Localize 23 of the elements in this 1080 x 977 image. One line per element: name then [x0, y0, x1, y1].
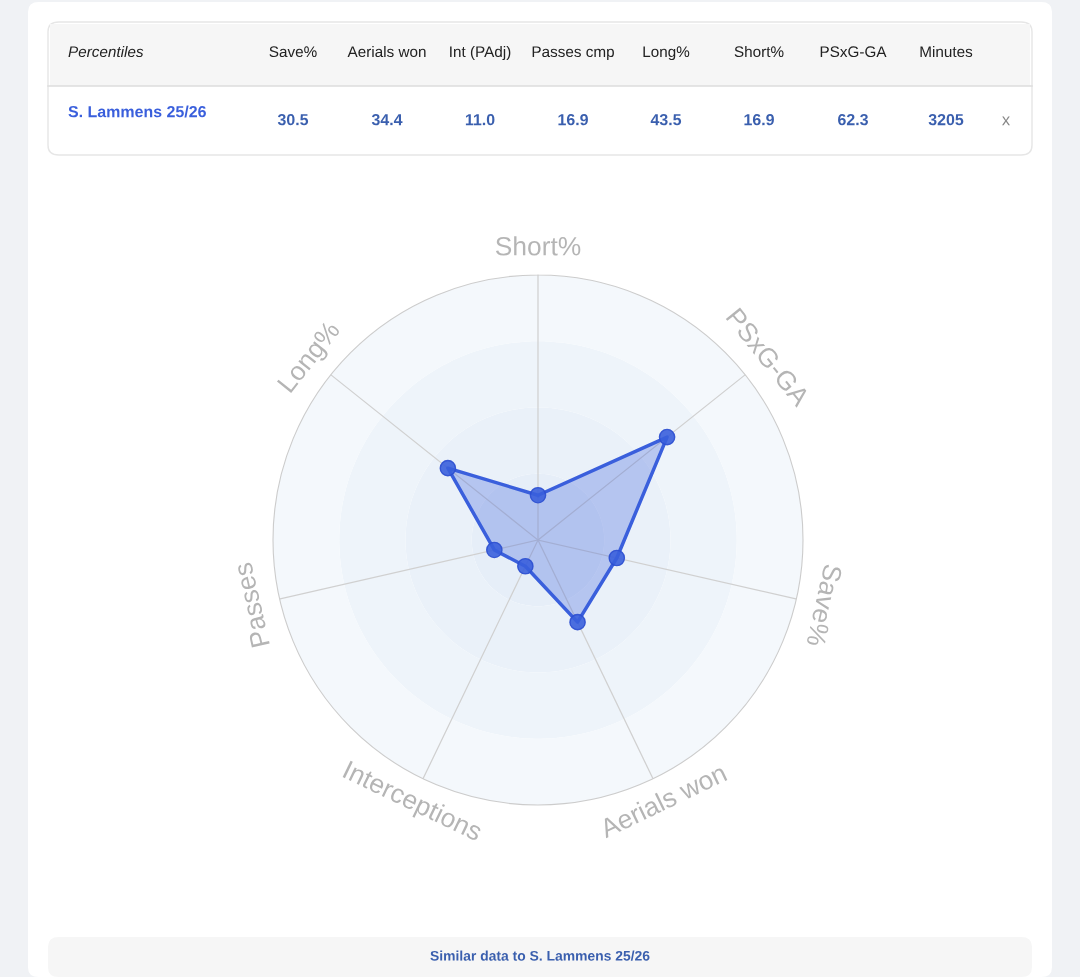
- spoke-label: Save%: [806, 563, 843, 648]
- text: Long%: [643, 46, 690, 61]
- spoke-label: Short%: [495, 236, 581, 256]
- text: Int (PAdj): [450, 45, 511, 61]
- text: x: [1002, 116, 1010, 126]
- text: 30.5: [277, 113, 309, 126]
- text: 62.3: [838, 113, 868, 126]
- text: PSxG-GA: [820, 46, 887, 58]
- text: 16.9: [744, 113, 774, 126]
- text: S. Lammens 25/26: [68, 105, 206, 118]
- text: Aerials won: [347, 45, 426, 58]
- text: 16.9: [558, 113, 588, 126]
- text: 11.0: [465, 113, 495, 126]
- text: Save%: [269, 46, 317, 58]
- text: 3205: [928, 113, 964, 126]
- text: Similar data to S. Lammens 25/26: [430, 950, 650, 961]
- text: 43.5: [650, 113, 682, 126]
- text: Passes cmp: [532, 46, 614, 61]
- text: Minutes: [920, 45, 973, 58]
- text: Percentiles: [68, 45, 144, 58]
- spoke-label: Passes: [233, 562, 270, 648]
- text: 34.4: [371, 113, 403, 126]
- text: Short%: [734, 45, 784, 58]
